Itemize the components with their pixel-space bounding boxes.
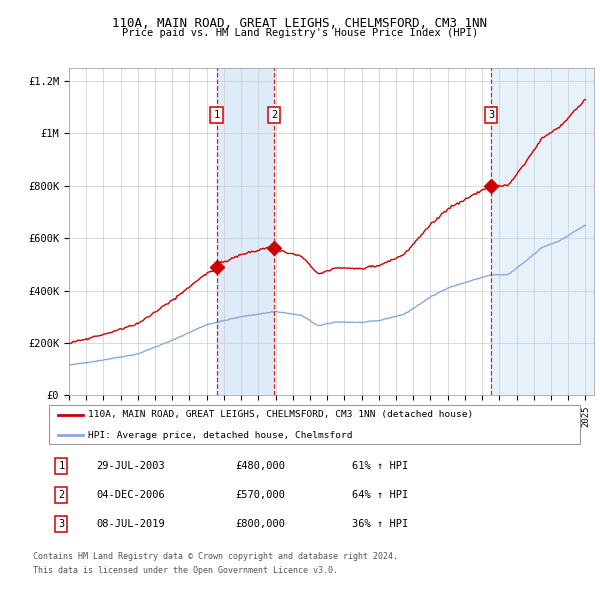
Text: 3: 3 [488, 110, 494, 120]
Text: £800,000: £800,000 [235, 519, 285, 529]
Text: Price paid vs. HM Land Registry's House Price Index (HPI): Price paid vs. HM Land Registry's House … [122, 28, 478, 38]
Text: £570,000: £570,000 [235, 490, 285, 500]
Text: 110A, MAIN ROAD, GREAT LEIGHS, CHELMSFORD, CM3 1NN: 110A, MAIN ROAD, GREAT LEIGHS, CHELMSFOR… [113, 17, 487, 30]
Text: 36% ↑ HPI: 36% ↑ HPI [352, 519, 409, 529]
Bar [491, 68, 594, 395]
Bar [217, 68, 274, 395]
Text: 29-JUL-2003: 29-JUL-2003 [96, 461, 165, 471]
Text: 64% ↑ HPI: 64% ↑ HPI [352, 490, 409, 500]
Text: 08-JUL-2019: 08-JUL-2019 [96, 519, 165, 529]
Text: This data is licensed under the Open Government Licence v3.0.: This data is licensed under the Open Gov… [33, 566, 338, 575]
Text: 3: 3 [58, 519, 64, 529]
Text: 1: 1 [214, 110, 220, 120]
FancyBboxPatch shape [49, 405, 580, 444]
Text: 2: 2 [271, 110, 277, 120]
Text: Contains HM Land Registry data © Crown copyright and database right 2024.: Contains HM Land Registry data © Crown c… [33, 552, 398, 560]
Text: 2: 2 [58, 490, 64, 500]
Text: 61% ↑ HPI: 61% ↑ HPI [352, 461, 409, 471]
Text: HPI: Average price, detached house, Chelmsford: HPI: Average price, detached house, Chel… [88, 431, 353, 440]
Text: 04-DEC-2006: 04-DEC-2006 [96, 490, 165, 500]
Text: £480,000: £480,000 [235, 461, 285, 471]
Text: 1: 1 [58, 461, 64, 471]
Text: 110A, MAIN ROAD, GREAT LEIGHS, CHELMSFORD, CM3 1NN (detached house): 110A, MAIN ROAD, GREAT LEIGHS, CHELMSFOR… [88, 411, 473, 419]
